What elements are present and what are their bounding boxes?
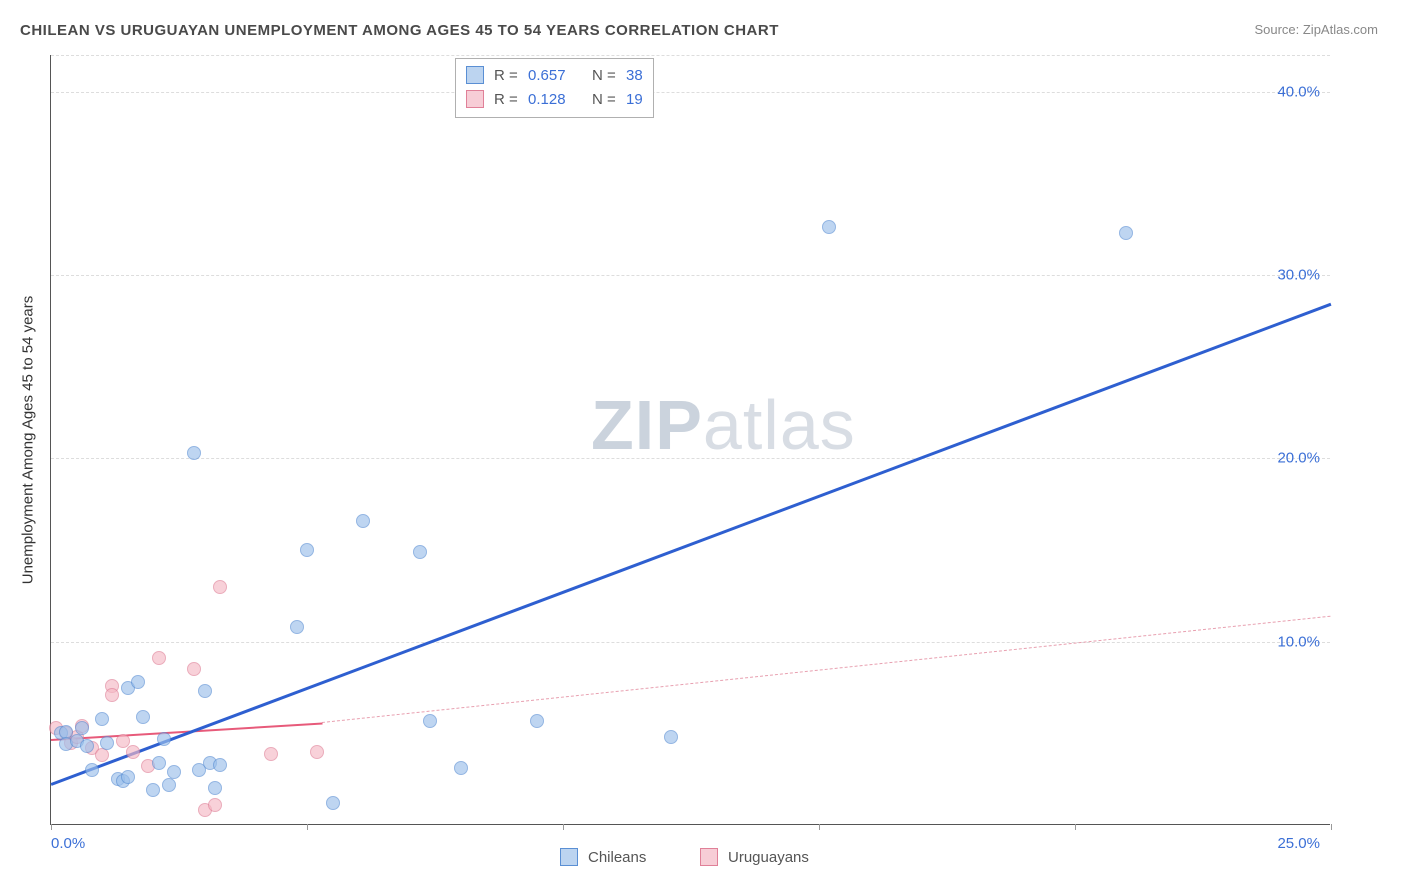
series-legend-chileans: Chileans bbox=[560, 848, 646, 866]
data-point-chileans bbox=[664, 730, 678, 744]
data-point-uruguayans bbox=[213, 580, 227, 594]
swatch-uruguayans-icon bbox=[700, 848, 718, 866]
data-point-chileans bbox=[95, 712, 109, 726]
x-tick-mark bbox=[51, 824, 52, 830]
y-tick-label: 30.0% bbox=[1277, 267, 1320, 284]
data-point-chileans bbox=[162, 778, 176, 792]
data-point-chileans bbox=[85, 763, 99, 777]
watermark-bold: ZIP bbox=[591, 386, 703, 464]
data-point-chileans bbox=[157, 732, 171, 746]
r-label: R = bbox=[494, 91, 528, 108]
x-tick-mark bbox=[563, 824, 564, 830]
data-point-chileans bbox=[454, 761, 468, 775]
x-tick-mark bbox=[307, 824, 308, 830]
y-tick-label: 20.0% bbox=[1277, 450, 1320, 467]
x-tick-mark bbox=[1331, 824, 1332, 830]
n-value-chileans: 38 bbox=[626, 67, 643, 84]
data-point-chileans bbox=[1119, 226, 1133, 240]
trend-line-chileans bbox=[51, 303, 1332, 786]
y-tick-label: 40.0% bbox=[1277, 83, 1320, 100]
data-point-uruguayans bbox=[208, 798, 222, 812]
data-point-chileans bbox=[413, 545, 427, 559]
data-point-chileans bbox=[290, 620, 304, 634]
series-label-uruguayans: Uruguayans bbox=[728, 849, 809, 866]
r-value-chileans: 0.657 bbox=[528, 67, 592, 84]
data-point-uruguayans bbox=[264, 747, 278, 761]
data-point-chileans bbox=[80, 739, 94, 753]
x-tick-mark bbox=[819, 824, 820, 830]
data-point-chileans bbox=[208, 781, 222, 795]
data-point-uruguayans bbox=[187, 662, 201, 676]
data-point-chileans bbox=[167, 765, 181, 779]
data-point-chileans bbox=[356, 514, 370, 528]
r-value-uruguayans: 0.128 bbox=[528, 91, 592, 108]
gridline bbox=[51, 92, 1330, 93]
data-point-chileans bbox=[146, 783, 160, 797]
data-point-chileans bbox=[131, 675, 145, 689]
swatch-chileans-icon bbox=[560, 848, 578, 866]
source-name: ZipAtlas.com bbox=[1303, 22, 1378, 37]
gridline bbox=[51, 275, 1330, 276]
watermark: ZIPatlas bbox=[591, 385, 856, 465]
chart-title: CHILEAN VS URUGUAYAN UNEMPLOYMENT AMONG … bbox=[20, 22, 779, 39]
watermark-light: atlas bbox=[703, 386, 856, 464]
gridline bbox=[51, 55, 1330, 56]
swatch-uruguayans-icon bbox=[466, 90, 484, 108]
data-point-uruguayans bbox=[95, 748, 109, 762]
y-tick-label: 10.0% bbox=[1277, 633, 1320, 650]
data-point-chileans bbox=[530, 714, 544, 728]
legend-row-chileans: R = 0.657 N = 38 bbox=[466, 63, 643, 87]
swatch-chileans-icon bbox=[466, 66, 484, 84]
data-point-chileans bbox=[300, 543, 314, 557]
series-label-chileans: Chileans bbox=[588, 849, 646, 866]
data-point-chileans bbox=[121, 770, 135, 784]
r-label: R = bbox=[494, 67, 528, 84]
data-point-chileans bbox=[198, 684, 212, 698]
gridline bbox=[51, 642, 1330, 643]
correlation-legend: R = 0.657 N = 38 R = 0.128 N = 19 bbox=[455, 58, 654, 118]
n-label: N = bbox=[592, 91, 626, 108]
data-point-chileans bbox=[822, 220, 836, 234]
data-point-chileans bbox=[152, 756, 166, 770]
gridline bbox=[51, 458, 1330, 459]
data-point-chileans bbox=[100, 736, 114, 750]
data-point-uruguayans bbox=[152, 651, 166, 665]
source-attribution: Source: ZipAtlas.com bbox=[1254, 22, 1378, 37]
data-point-chileans bbox=[136, 710, 150, 724]
data-point-chileans bbox=[187, 446, 201, 460]
x-tick-mark bbox=[1075, 824, 1076, 830]
y-axis-label: Unemployment Among Ages 45 to 54 years bbox=[20, 296, 37, 585]
data-point-chileans bbox=[326, 796, 340, 810]
x-tick-label: 0.0% bbox=[51, 835, 85, 852]
x-tick-label: 25.0% bbox=[1277, 835, 1320, 852]
data-point-chileans bbox=[423, 714, 437, 728]
series-legend-uruguayans: Uruguayans bbox=[700, 848, 809, 866]
scatter-plot-area: ZIPatlas 10.0%20.0%30.0%40.0%0.0%25.0% bbox=[50, 55, 1330, 825]
data-point-uruguayans bbox=[310, 745, 324, 759]
data-point-uruguayans bbox=[126, 745, 140, 759]
data-point-uruguayans bbox=[105, 688, 119, 702]
legend-row-uruguayans: R = 0.128 N = 19 bbox=[466, 87, 643, 111]
n-value-uruguayans: 19 bbox=[626, 91, 643, 108]
data-point-chileans bbox=[213, 758, 227, 772]
n-label: N = bbox=[592, 67, 626, 84]
trend-line-uruguayans-dashed bbox=[322, 616, 1331, 723]
data-point-chileans bbox=[75, 721, 89, 735]
source-prefix: Source: bbox=[1254, 22, 1302, 37]
